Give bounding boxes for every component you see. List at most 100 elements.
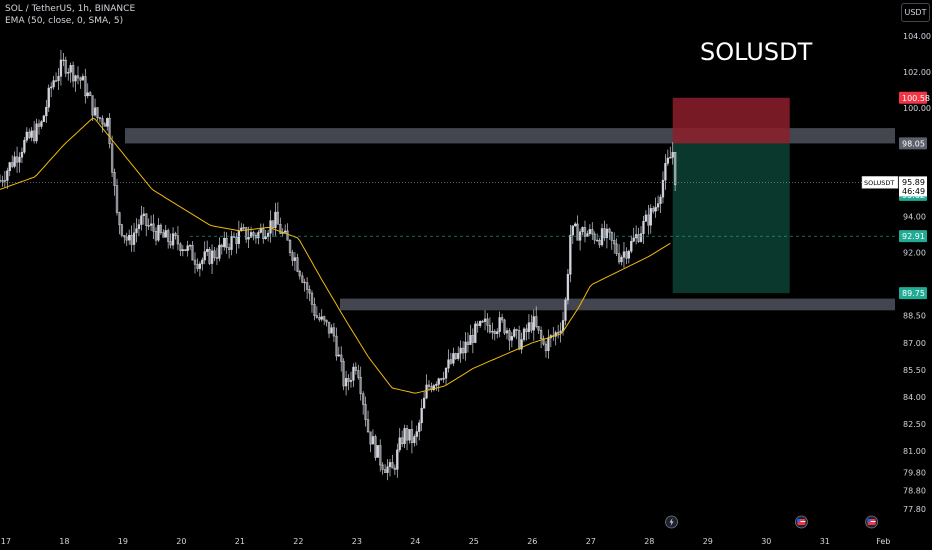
candle	[157, 218, 160, 242]
candle-body	[379, 445, 382, 466]
candle	[215, 247, 219, 266]
candle	[386, 459, 389, 481]
candle	[430, 382, 433, 393]
candle	[96, 107, 99, 121]
candle	[661, 171, 665, 204]
candle-body	[179, 243, 182, 251]
candle-body	[586, 233, 589, 237]
candle-body	[525, 328, 528, 333]
candle-body	[181, 249, 184, 251]
candle-body	[581, 227, 584, 233]
candle-body	[617, 253, 621, 263]
candle-body	[113, 171, 116, 186]
candle	[578, 228, 582, 251]
candle	[342, 358, 345, 391]
candle	[542, 335, 545, 346]
candle	[625, 247, 628, 265]
candle	[98, 116, 102, 123]
candle	[493, 329, 496, 341]
candle-body	[591, 229, 594, 235]
candle	[354, 362, 358, 375]
candle	[520, 332, 523, 354]
candle	[11, 155, 14, 169]
lightning-icon[interactable]	[665, 515, 678, 529]
candle	[167, 228, 170, 249]
candle	[369, 431, 372, 453]
candle-body	[418, 422, 421, 432]
candle-body	[84, 76, 87, 97]
candle	[500, 313, 504, 324]
candle	[635, 225, 638, 245]
candle-body	[661, 179, 665, 198]
candle	[76, 66, 80, 85]
candle	[344, 370, 348, 396]
candle	[557, 324, 560, 339]
y-tick-label: 104.00	[903, 32, 931, 41]
candle-body	[164, 230, 167, 238]
candle	[67, 68, 70, 81]
candle-body	[159, 224, 163, 233]
y-tick-label: 100.00	[903, 104, 931, 113]
flag-stripe	[867, 521, 876, 522]
candle	[308, 285, 311, 302]
candle	[128, 229, 131, 245]
candle-body	[527, 322, 531, 333]
candle-body	[535, 316, 538, 327]
candle	[74, 74, 77, 92]
candle	[481, 319, 484, 323]
candle-body	[79, 77, 82, 81]
candle	[337, 346, 340, 357]
candle	[479, 320, 482, 328]
candle	[381, 462, 384, 475]
candle-body	[522, 328, 526, 340]
candle	[208, 247, 211, 266]
candle-body	[371, 436, 375, 445]
candle-body	[391, 462, 394, 469]
candle-body	[498, 317, 501, 332]
candle-body	[142, 213, 145, 216]
candle-body	[50, 86, 53, 89]
candle	[169, 233, 172, 249]
candle	[237, 220, 241, 249]
candle	[476, 320, 479, 333]
candle-body	[452, 353, 455, 364]
candle-body	[583, 227, 587, 237]
candle	[474, 321, 477, 344]
target-price-tag-bg	[899, 287, 927, 300]
candle-body	[459, 347, 462, 354]
candle-body	[308, 289, 311, 294]
us-flag-icon[interactable]	[795, 515, 808, 529]
currency-button[interactable]: USDT	[901, 3, 930, 22]
candle	[301, 272, 304, 284]
candle-body	[188, 245, 192, 247]
candle-body	[23, 139, 26, 153]
candle-body	[479, 321, 482, 326]
candle	[220, 243, 223, 255]
candle	[549, 334, 552, 348]
candle-body	[500, 317, 504, 321]
us-flag-icon[interactable]	[865, 515, 879, 529]
candle-body	[123, 235, 126, 238]
candle	[596, 233, 599, 242]
x-tick-label: 18	[59, 537, 69, 546]
candle-body	[381, 464, 384, 470]
candle-body	[320, 316, 323, 320]
candle	[223, 231, 226, 251]
candle-body	[57, 76, 60, 81]
candle	[488, 317, 492, 334]
candle-body	[284, 230, 287, 233]
candle-body	[225, 237, 228, 248]
candle	[491, 322, 494, 340]
candle-body	[196, 264, 199, 269]
candle	[383, 464, 387, 473]
candle	[376, 445, 379, 458]
candle-body	[374, 436, 377, 458]
candle	[52, 75, 55, 90]
candle-body	[537, 326, 540, 331]
candle	[432, 383, 436, 392]
candle-body	[664, 163, 667, 181]
candle-body	[171, 233, 175, 246]
indicator-legend[interactable]: EMA (50, close, 0, SMA, 5)	[5, 16, 124, 26]
candle	[320, 309, 323, 322]
